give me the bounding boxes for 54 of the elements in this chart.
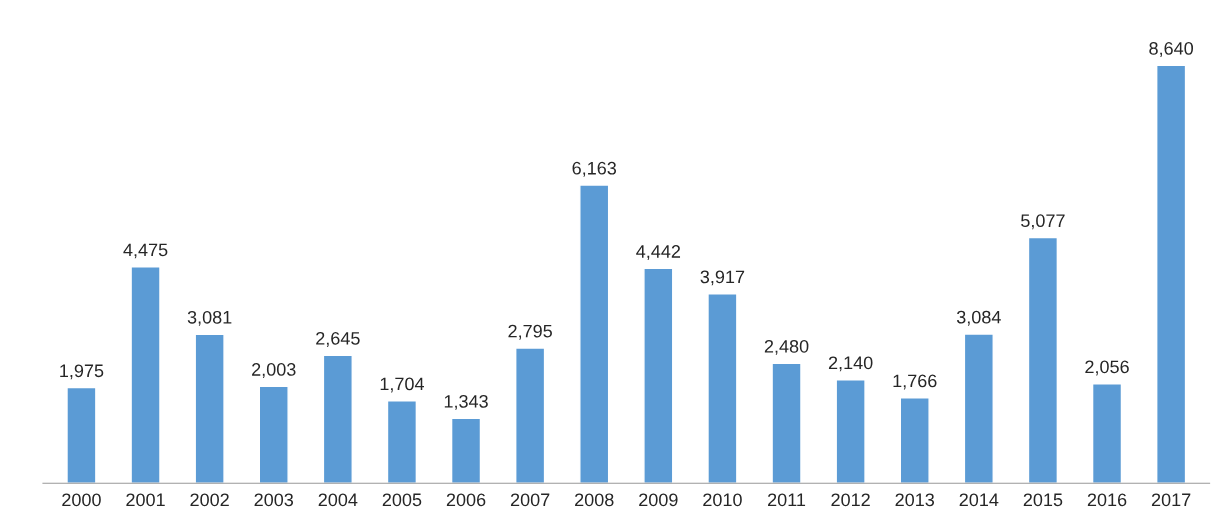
x-tick-label: 2010 xyxy=(703,493,742,507)
x-tick-label: 2005 xyxy=(382,493,422,507)
bar xyxy=(963,333,994,484)
bar xyxy=(579,184,610,484)
x-tick-label: 2011 xyxy=(768,493,806,507)
data-label: 6,163 xyxy=(572,161,617,177)
x-tick-label: 2000 xyxy=(62,493,101,507)
data-label: 2,056 xyxy=(1085,360,1129,376)
data-label: 4,442 xyxy=(636,245,681,260)
bar xyxy=(515,347,546,484)
bar xyxy=(130,266,161,484)
x-tick-label: 2012 xyxy=(831,493,870,507)
data-label: 2,795 xyxy=(508,324,552,340)
bar xyxy=(643,267,674,484)
x-tick-label: 2004 xyxy=(318,493,358,507)
bar xyxy=(450,417,482,484)
bar xyxy=(835,379,866,484)
data-label: 1,704 xyxy=(380,377,424,393)
data-label: 2,140 xyxy=(828,356,873,372)
bar xyxy=(322,354,353,484)
data-label: 4,475 xyxy=(123,243,168,259)
bar xyxy=(258,385,289,484)
x-tick-label: 2006 xyxy=(446,493,486,507)
x-tick-label: 2002 xyxy=(190,493,229,507)
data-label: 2,480 xyxy=(764,339,809,355)
data-label: 5,077 xyxy=(1021,214,1065,230)
x-tick-label: 2017 xyxy=(1151,493,1191,507)
data-label: 1,975 xyxy=(60,364,104,380)
data-label: 3,081 xyxy=(187,310,232,326)
bar xyxy=(66,386,97,484)
data-label: 2,645 xyxy=(316,331,360,347)
bar xyxy=(194,333,225,484)
data-label: 8,640 xyxy=(1149,41,1194,57)
bar xyxy=(386,400,418,484)
bar xyxy=(771,362,802,484)
data-label: 3,084 xyxy=(956,310,1001,326)
bar xyxy=(899,397,930,484)
x-tick-label: 2014 xyxy=(959,493,999,507)
data-label: 2,003 xyxy=(252,363,296,378)
bar xyxy=(1027,236,1059,484)
data-label: 1,343 xyxy=(444,394,488,410)
bar xyxy=(1091,383,1123,484)
x-tick-label: 2013 xyxy=(895,493,935,507)
x-tick-label: 2016 xyxy=(1087,493,1127,507)
x-tick-label: 2009 xyxy=(639,493,678,507)
bar xyxy=(1156,64,1187,484)
x-tick-label: 2001 xyxy=(126,493,165,507)
x-tick-label: 2003 xyxy=(254,493,294,507)
x-tick-label: 2007 xyxy=(510,493,550,507)
data-label: 3,917 xyxy=(700,270,745,286)
data-label: 1,766 xyxy=(893,374,937,390)
x-tick-label: 2015 xyxy=(1023,493,1063,507)
bar xyxy=(707,293,738,484)
x-tick-label: 2008 xyxy=(575,493,614,507)
